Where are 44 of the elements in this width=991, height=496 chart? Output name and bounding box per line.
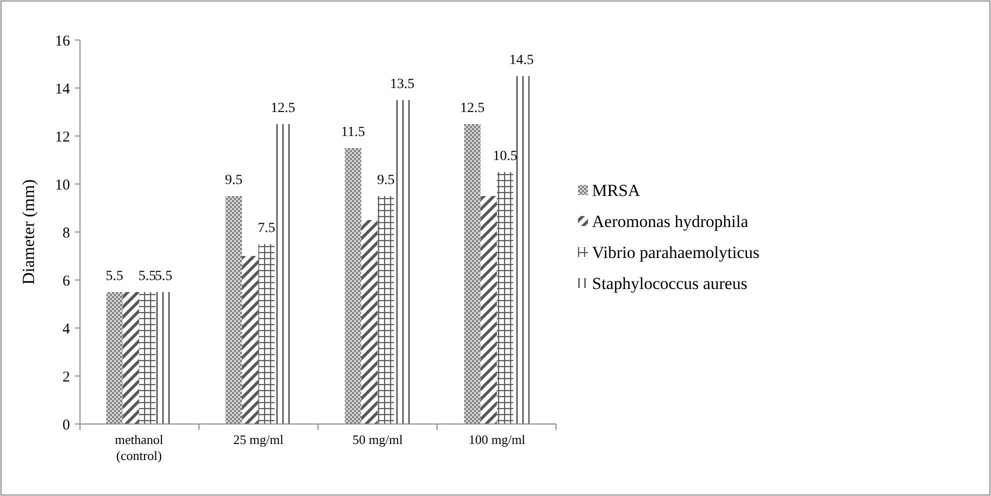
data-label: 9.5 [224,173,242,188]
bar [378,196,394,424]
y-tick-label: 0 [62,417,70,434]
bar [226,196,242,424]
data-label: 5.5 [138,269,156,284]
bar [344,148,362,424]
x-tick-label: methanol (control) [114,432,164,463]
bar [480,196,497,424]
legend-label: Staphylococcus aureus [592,274,748,293]
y-tick-label: 12 [55,129,70,146]
data-label: 7.5 [258,221,276,236]
bar [122,292,140,424]
x-tick-label: 50 mg/ml [352,432,404,447]
bar [464,124,481,424]
legend-label: Vibrio parahaemolyticus [592,242,760,262]
data-label: 12.5 [460,101,485,116]
data-label: 5.5 [106,269,124,284]
data-label: 12.5 [270,101,296,116]
bar [155,292,172,424]
y-tick-label: 4 [62,321,70,338]
data-label: 11.5 [341,125,366,140]
bar [139,292,156,424]
y-tick-label: 2 [62,369,70,386]
bar [361,220,378,424]
y-tick-label: 8 [62,225,70,242]
data-label: 14.5 [509,53,534,68]
legend-label: Aeromonas hydrophila [592,212,749,231]
legend-label: MRSA [592,180,641,200]
data-label: 13.5 [390,77,415,92]
data-label: 9.5 [377,173,395,188]
x-tick-label: 25 mg/ml [233,432,284,447]
y-tick-label: 10 [55,177,70,194]
bar [274,124,292,424]
y-axis-title: Diameter (mm) [19,179,38,285]
y-tick-label: 6 [62,273,70,290]
x-tick-label: 100 mg/ml [468,432,526,447]
bar [496,172,514,424]
bar [106,292,123,424]
bar [242,256,258,424]
bar [258,244,275,424]
y-tick-label: 14 [55,81,70,98]
bar [394,100,410,424]
y-tick-label: 16 [55,33,70,50]
data-label: 5.5 [154,269,172,284]
